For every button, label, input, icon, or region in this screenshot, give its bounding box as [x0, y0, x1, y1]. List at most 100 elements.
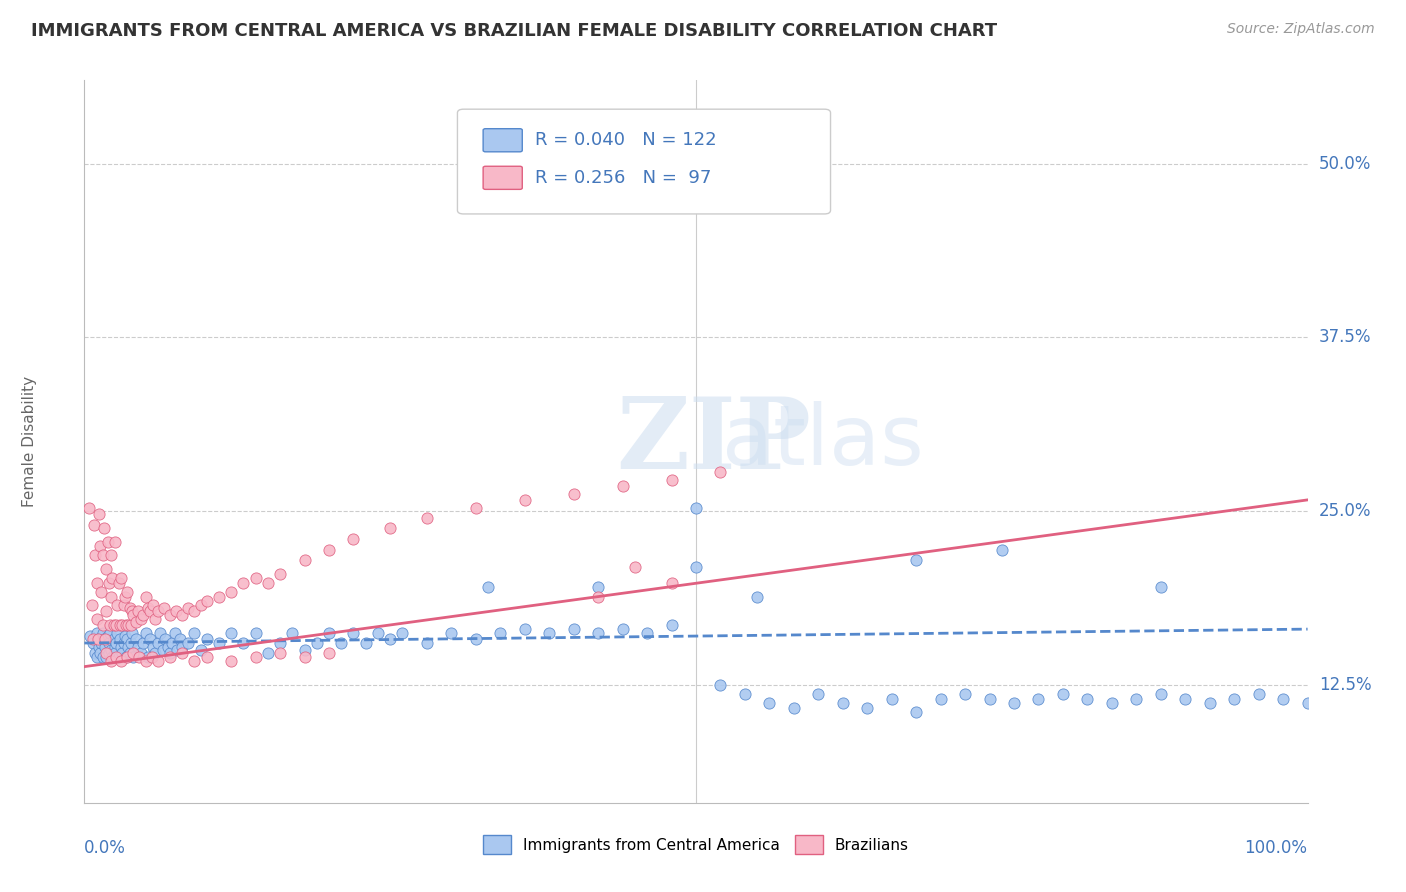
Point	[115, 649, 138, 664]
Point	[100, 590, 122, 604]
Point	[1028, 691, 1050, 706]
Point	[115, 584, 138, 599]
Point	[108, 632, 131, 646]
Point	[709, 678, 731, 692]
Point	[136, 649, 159, 664]
Point	[115, 632, 138, 646]
Point	[127, 604, 149, 618]
Point	[586, 590, 609, 604]
Point	[101, 649, 124, 664]
Point	[440, 626, 463, 640]
Point	[183, 604, 205, 618]
Point	[416, 511, 439, 525]
Point	[1174, 691, 1197, 706]
Point	[747, 590, 769, 604]
Point	[1247, 687, 1270, 701]
Point	[84, 646, 107, 660]
Point	[183, 626, 205, 640]
Point	[105, 626, 128, 640]
Point	[257, 576, 280, 591]
Point	[103, 618, 125, 632]
Point	[685, 501, 707, 516]
Point	[110, 571, 132, 585]
Point	[111, 618, 134, 632]
Point	[146, 604, 169, 618]
Point	[1002, 696, 1025, 710]
Point	[86, 576, 108, 591]
Point	[586, 581, 609, 595]
Text: Female Disability: Female Disability	[22, 376, 37, 508]
Point	[380, 521, 402, 535]
Point	[245, 571, 267, 585]
Point	[489, 626, 512, 640]
Point	[143, 612, 166, 626]
Point	[661, 576, 683, 591]
Point	[118, 646, 141, 660]
Point	[103, 632, 125, 646]
Point	[190, 599, 212, 613]
Point	[294, 552, 316, 566]
Point	[612, 622, 634, 636]
Point	[112, 636, 135, 650]
Point	[82, 636, 104, 650]
Point	[513, 492, 536, 507]
Point	[177, 601, 200, 615]
Point	[146, 654, 169, 668]
Point	[257, 646, 280, 660]
Point	[118, 601, 141, 615]
Point	[153, 632, 176, 646]
Point	[1101, 696, 1123, 710]
Point	[97, 534, 120, 549]
Point	[90, 636, 112, 650]
Point	[122, 649, 145, 664]
Point	[100, 643, 122, 657]
Text: R = 0.256   N =  97: R = 0.256 N = 97	[534, 169, 711, 186]
Point	[165, 604, 187, 618]
Point	[114, 590, 136, 604]
Point	[1125, 691, 1147, 706]
Point	[562, 487, 585, 501]
Point	[96, 649, 118, 664]
Point	[177, 636, 200, 650]
Point	[416, 636, 439, 650]
Point	[330, 636, 353, 650]
Text: 50.0%: 50.0%	[1319, 154, 1371, 173]
Point	[87, 640, 110, 655]
Point	[172, 646, 194, 660]
Point	[1198, 696, 1220, 710]
Point	[117, 640, 139, 655]
Point	[136, 601, 159, 615]
Point	[101, 571, 124, 585]
Point	[219, 584, 242, 599]
Point	[162, 636, 184, 650]
Point	[979, 691, 1001, 706]
Point	[129, 612, 152, 626]
Point	[105, 599, 128, 613]
Point	[96, 604, 118, 618]
Point	[142, 599, 165, 613]
Point	[464, 632, 486, 646]
Point	[905, 552, 928, 566]
Point	[734, 687, 756, 701]
Point	[91, 626, 114, 640]
Text: atlas: atlas	[616, 401, 924, 482]
Point	[97, 629, 120, 643]
Point	[807, 687, 830, 701]
Point	[159, 608, 181, 623]
Point	[380, 632, 402, 646]
Point	[122, 646, 145, 660]
Point	[354, 636, 377, 650]
Point	[219, 654, 242, 668]
Point	[111, 646, 134, 660]
Point	[110, 640, 132, 655]
Point	[139, 632, 162, 646]
Point	[783, 701, 806, 715]
Point	[281, 626, 304, 640]
Point	[112, 599, 135, 613]
Point	[269, 646, 291, 660]
Point	[86, 626, 108, 640]
Point	[318, 646, 340, 660]
Point	[294, 643, 316, 657]
Point	[153, 601, 176, 615]
Point	[122, 608, 145, 623]
